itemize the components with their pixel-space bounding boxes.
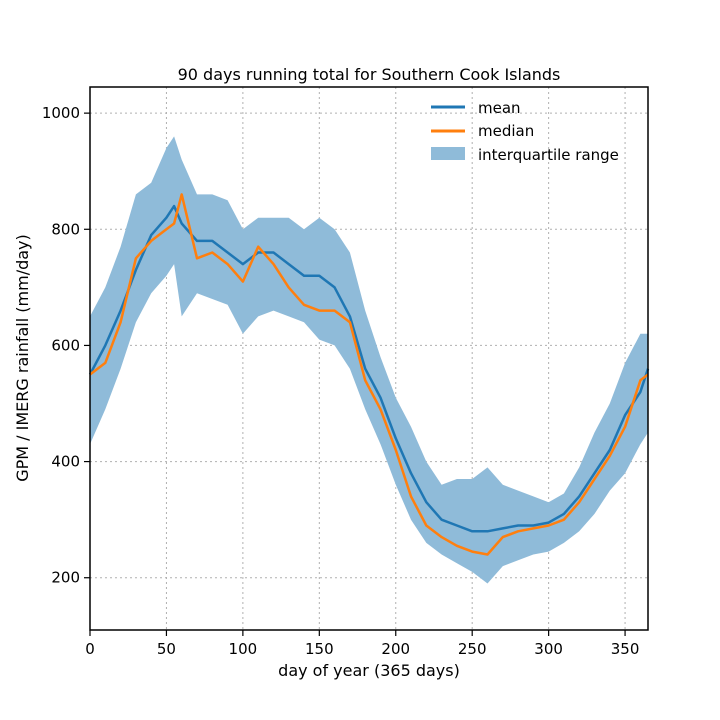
legend-label-mean: mean (478, 99, 521, 117)
x-tick-label-350: 350 (611, 640, 640, 658)
plot-data (88, 136, 650, 584)
interquartile-range-band (90, 136, 648, 584)
x-tick-label-150: 150 (305, 640, 334, 658)
median-line (89, 193, 649, 556)
axis-ticks: 0 50 100 150 200 250 300 350 200 400 600 800 1000 (42, 104, 640, 658)
legend: mean median interquartile range (431, 99, 619, 164)
y-tick-label-600: 600 (51, 336, 80, 354)
x-tick-label-100: 100 (229, 640, 258, 658)
plot-frame (89, 86, 649, 631)
x-tick-label-250: 250 (458, 640, 487, 658)
x-tick-label-300: 300 (534, 640, 563, 658)
axes-frame (89, 86, 649, 631)
x-axis-label: day of year (365 days) (278, 661, 460, 680)
x-tick-label-200: 200 (381, 640, 410, 658)
chart-title: 90 days running total for Southern Cook … (178, 65, 561, 84)
y-tick-label-400: 400 (51, 453, 80, 471)
legend-label-band: interquartile range (478, 146, 619, 164)
x-tick-label-50: 50 (157, 640, 176, 658)
x-tick-label-0: 0 (85, 640, 95, 658)
legend-swatch-band (431, 147, 465, 160)
grid-lines (89, 87, 648, 630)
y-tick-label-800: 800 (51, 220, 80, 238)
y-tick-label-200: 200 (51, 569, 80, 587)
y-tick-label-1000: 1000 (42, 104, 80, 122)
legend-label-median: median (478, 122, 534, 140)
y-axis-label: GPM / IMERG rainfall (mm/day) (13, 234, 32, 482)
